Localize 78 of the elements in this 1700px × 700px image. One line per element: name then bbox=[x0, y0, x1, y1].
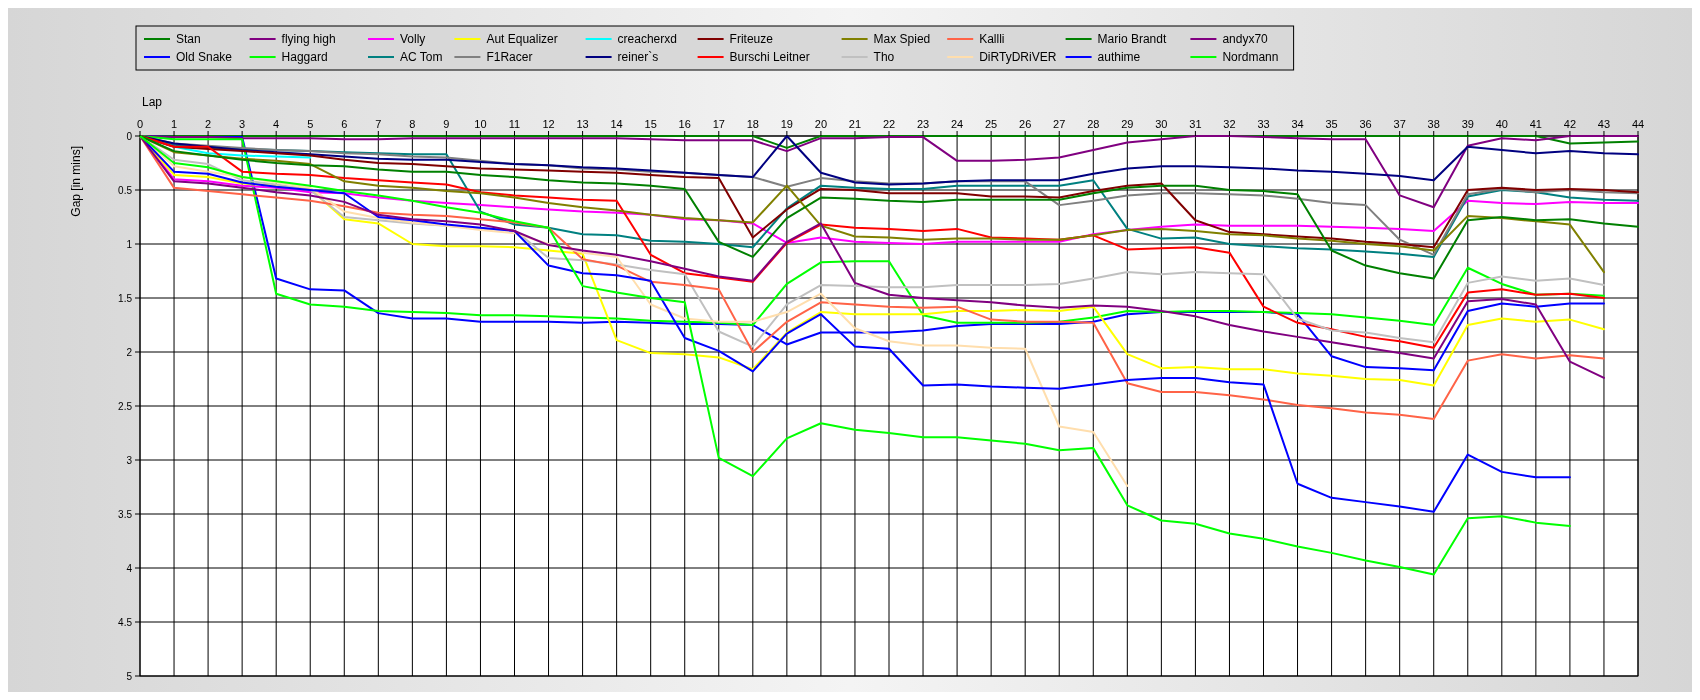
legend-label: Aut Equalizer bbox=[486, 32, 558, 46]
x-tick-label: 29 bbox=[1121, 118, 1134, 130]
legend-label: creacherxd bbox=[617, 32, 677, 46]
x-tick-label: 27 bbox=[1053, 118, 1066, 130]
y-tick-label: 3.5 bbox=[118, 509, 133, 520]
x-tick-label: 33 bbox=[1257, 118, 1270, 130]
x-tick-label: 0 bbox=[136, 118, 144, 130]
x-tick-label: 9 bbox=[443, 118, 450, 130]
y-tick-label: 4 bbox=[126, 563, 133, 574]
x-tick-label: 16 bbox=[678, 118, 691, 130]
x-tick-label: 14 bbox=[610, 118, 623, 130]
legend-label: AC Tom bbox=[400, 50, 443, 64]
x-tick-label: 8 bbox=[409, 118, 416, 130]
y-tick-label: 1 bbox=[126, 239, 133, 250]
x-tick-label: 35 bbox=[1325, 118, 1338, 130]
x-tick-label: 20 bbox=[814, 118, 828, 130]
x-tick-label: 21 bbox=[848, 118, 862, 130]
x-tick-label: 38 bbox=[1427, 118, 1440, 130]
x-tick-label: 24 bbox=[950, 118, 964, 130]
x-tick-label: 4 bbox=[273, 118, 280, 130]
x-tick-label: 10 bbox=[474, 118, 487, 130]
x-tick-label: 5 bbox=[307, 118, 314, 130]
legend-label: Haggard bbox=[281, 50, 328, 64]
legend-label: DiRTyDRiVER bbox=[979, 50, 1057, 64]
x-tick-label: 3 bbox=[239, 118, 246, 130]
x-tick-label: 2 bbox=[205, 118, 212, 130]
x-tick-label: 15 bbox=[644, 118, 657, 130]
y-tick-label: 4.5 bbox=[118, 617, 133, 628]
x-tick-label: 39 bbox=[1461, 118, 1474, 130]
x-tick-label: 1 bbox=[170, 118, 178, 130]
x-tick-label: 18 bbox=[746, 118, 759, 130]
x-axis-title: Lap bbox=[142, 95, 163, 109]
x-tick-label: 37 bbox=[1393, 118, 1406, 130]
legend-label: Mario Brandt bbox=[1097, 32, 1167, 46]
legend-label: Tho bbox=[873, 50, 895, 64]
legend-label: Burschi Leitner bbox=[729, 50, 810, 64]
legend-label: Old Snake bbox=[176, 50, 233, 64]
x-tick-label: 30 bbox=[1155, 118, 1168, 130]
x-tick-label: 22 bbox=[882, 118, 896, 130]
x-tick-label: 43 bbox=[1597, 118, 1611, 130]
legend-label: F1Racer bbox=[486, 50, 533, 64]
x-tick-label: 34 bbox=[1291, 118, 1304, 130]
legend-label: flying high bbox=[281, 32, 336, 46]
x-tick-label: 17 bbox=[712, 118, 725, 130]
x-tick-label: 31 bbox=[1189, 118, 1202, 130]
legend-label: Friteuze bbox=[729, 32, 774, 46]
legend-label: Nordmann bbox=[1222, 50, 1279, 64]
y-tick-label: 2 bbox=[126, 347, 133, 358]
legend-label: Volly bbox=[400, 32, 426, 46]
x-tick-label: 26 bbox=[1019, 118, 1032, 130]
x-tick-label: 32 bbox=[1223, 118, 1236, 130]
x-tick-label: 12 bbox=[542, 118, 555, 130]
x-tick-label: 19 bbox=[780, 118, 793, 130]
x-tick-label: 13 bbox=[576, 118, 589, 130]
y-tick-label: 0.5 bbox=[118, 185, 133, 196]
y-tick-label: 5 bbox=[126, 671, 133, 682]
x-tick-label: 7 bbox=[375, 118, 382, 130]
x-tick-label: 36 bbox=[1359, 118, 1372, 130]
legend-label: Stan bbox=[176, 32, 201, 46]
x-tick-label: 42 bbox=[1563, 118, 1577, 130]
legend-label: authime bbox=[1097, 50, 1141, 64]
legend-label: andyx70 bbox=[1222, 32, 1269, 46]
legend-label: Max Spied bbox=[873, 32, 931, 46]
y-tick-label: 1.5 bbox=[118, 293, 133, 304]
x-tick-label: 23 bbox=[916, 118, 930, 130]
x-tick-label: 40 bbox=[1495, 118, 1508, 130]
x-tick-label: 28 bbox=[1087, 118, 1100, 130]
legend-label: Kallli bbox=[979, 32, 1005, 46]
y-tick-label: 0 bbox=[126, 131, 133, 142]
legend-label: reiner`s bbox=[617, 50, 659, 64]
x-tick-label: 44 bbox=[1631, 118, 1645, 130]
x-tick-label: 6 bbox=[341, 118, 348, 130]
y-tick-label: 2.5 bbox=[118, 401, 133, 412]
x-tick-label: 41 bbox=[1529, 118, 1542, 130]
y-axis-title: Gap [in mins] bbox=[69, 146, 83, 217]
y-tick-label: 3 bbox=[126, 455, 133, 466]
x-tick-label: 25 bbox=[985, 118, 998, 130]
x-tick-label: 11 bbox=[508, 118, 521, 130]
